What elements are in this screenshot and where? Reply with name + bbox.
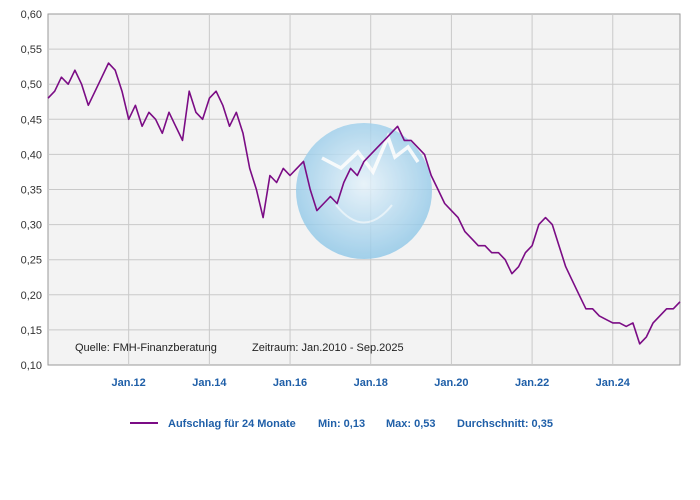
y-tick-label: 0,45 xyxy=(21,114,42,126)
y-tick-label: 0,30 xyxy=(21,220,42,232)
x-axis: Jan.12 Jan.14 Jan.16 Jan.18 Jan.20 Jan.22 Jan.… xyxy=(112,377,631,389)
y-tick-label: 0,55 xyxy=(21,44,42,56)
x-tick-label: Jan.16 xyxy=(273,377,307,389)
legend: Aufschlag für 24 Monate Min: 0,13 Max: 0… xyxy=(130,418,553,430)
x-tick-label: Jan.24 xyxy=(596,377,631,389)
x-tick-label: Jan.18 xyxy=(354,377,388,389)
series-line-aufschlag xyxy=(47,62,681,345)
x-tick-label: Jan.20 xyxy=(434,377,468,389)
grid xyxy=(48,14,680,365)
legend-min: Min: 0,13 xyxy=(318,418,365,430)
fmh-logo-watermark xyxy=(296,123,432,259)
y-tick-label: 0,20 xyxy=(21,290,42,302)
y-tick-label: 0,50 xyxy=(21,79,42,91)
y-tick-label: 0,35 xyxy=(21,185,42,197)
period-annotation: Zeitraum: Jan.2010 - Sep.2025 xyxy=(252,342,404,354)
y-tick-label: 0,10 xyxy=(21,360,42,372)
legend-series-label: Aufschlag für 24 Monate xyxy=(168,418,296,430)
source-annotation: Quelle: FMH-Finanzberatung xyxy=(75,342,217,354)
x-tick-label: Jan.22 xyxy=(515,377,549,389)
y-tick-label: 0,25 xyxy=(21,255,42,267)
y-tick-label: 0,15 xyxy=(21,325,42,337)
legend-max: Max: 0,53 xyxy=(386,418,436,430)
x-tick-label: Jan.14 xyxy=(192,377,227,389)
y-tick-label: 0,40 xyxy=(21,149,42,161)
x-tick-label: Jan.12 xyxy=(112,377,146,389)
legend-average: Durchschnitt: 0,35 xyxy=(457,418,553,430)
y-axis: 0,10 0,15 0,20 0,25 0,30 0,35 0,40 0,45 0,50 0,55… xyxy=(21,9,42,372)
y-tick-label: 0,60 xyxy=(21,9,42,21)
